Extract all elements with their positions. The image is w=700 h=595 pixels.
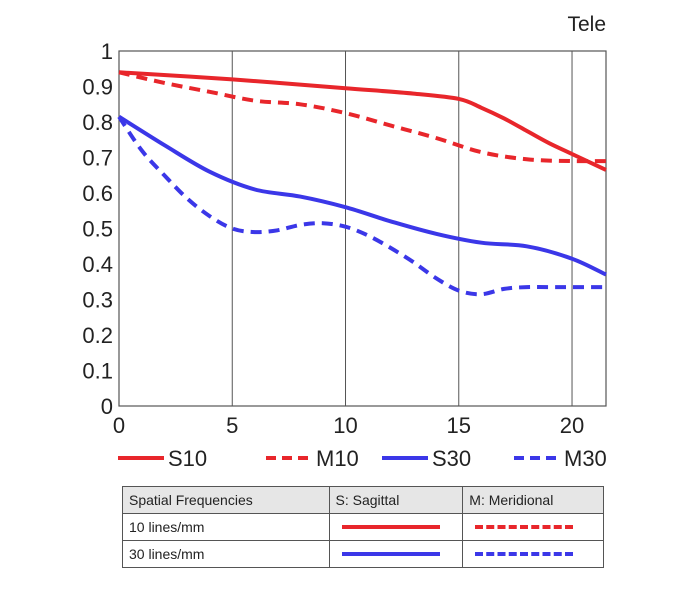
- swatch-m30-cell: [462, 540, 604, 568]
- x-tick-label: 10: [333, 413, 357, 438]
- s30-swatch: [341, 552, 440, 556]
- s10-swatch: [341, 525, 440, 529]
- legend-table-header: Spatial Frequencies S: Sagittal M: Merid…: [122, 486, 604, 514]
- swatch-s30-cell: [328, 540, 464, 568]
- series-line-m30: [117, 115, 606, 297]
- legend: S10 M10 S30 M30: [118, 446, 607, 471]
- series-line-m10: [118, 70, 607, 164]
- y-tick-label: 0.8: [82, 110, 113, 135]
- x-tick-label: 0: [113, 413, 125, 438]
- x-tick-label: 20: [560, 413, 584, 438]
- y-tick-label: 0.1: [82, 359, 113, 384]
- y-tick-label: 0.6: [82, 181, 113, 206]
- series-line-s10: [118, 70, 607, 172]
- y-tick-label: 0: [101, 394, 113, 419]
- header-sagittal: S: Sagittal: [328, 486, 464, 514]
- plot-frame: [118, 50, 607, 407]
- x-axis: 0 5 10 15 20: [113, 413, 584, 438]
- legend-label-m30: M30: [564, 446, 607, 471]
- legend-label-s30: S30: [432, 446, 471, 471]
- swatch-m10-cell: [462, 513, 604, 541]
- x-tick-label: 5: [226, 413, 238, 438]
- y-tick-label: 0.4: [82, 252, 113, 277]
- frequency-legend-table: Spatial Frequencies S: Sagittal M: Merid…: [122, 486, 604, 568]
- m30-swatch: [475, 552, 574, 556]
- y-tick-label: 0.5: [82, 217, 113, 242]
- legend-row-10: 10 lines/mm: [122, 513, 604, 541]
- y-axis: 0 0.1 0.2 0.3 0.4 0.5 0.6 0.7 0.8 0.9 1: [82, 39, 113, 419]
- y-tick-label: 0.2: [82, 323, 113, 348]
- legend-label-s10: S10: [168, 446, 207, 471]
- y-tick-label: 1: [101, 39, 113, 64]
- header-meridional: M: Meridional: [462, 486, 604, 514]
- legend-label-m10: M10: [316, 446, 359, 471]
- swatch-s10-cell: [328, 513, 464, 541]
- mtf-chart: Tele 0 0.1 0.2 0.3 0.4 0.5 0.6 0.7 0.8 0.9 1 0 5 10 1…: [82, 13, 607, 471]
- x-tick-label: 15: [447, 413, 471, 438]
- row-label-10: 10 lines/mm: [122, 513, 330, 541]
- series-line-s30: [117, 114, 607, 277]
- series-lines: [117, 70, 607, 297]
- legend-row-30: 30 lines/mm: [122, 540, 604, 568]
- grid: [231, 51, 573, 406]
- y-tick-label: 0.9: [82, 75, 113, 100]
- y-tick-label: 0.7: [82, 146, 113, 171]
- row-label-30: 30 lines/mm: [122, 540, 330, 568]
- m10-swatch: [475, 525, 574, 529]
- y-tick-label: 0.3: [82, 288, 113, 313]
- header-spatial-frequencies: Spatial Frequencies: [122, 486, 330, 514]
- chart-title: Tele: [567, 13, 606, 36]
